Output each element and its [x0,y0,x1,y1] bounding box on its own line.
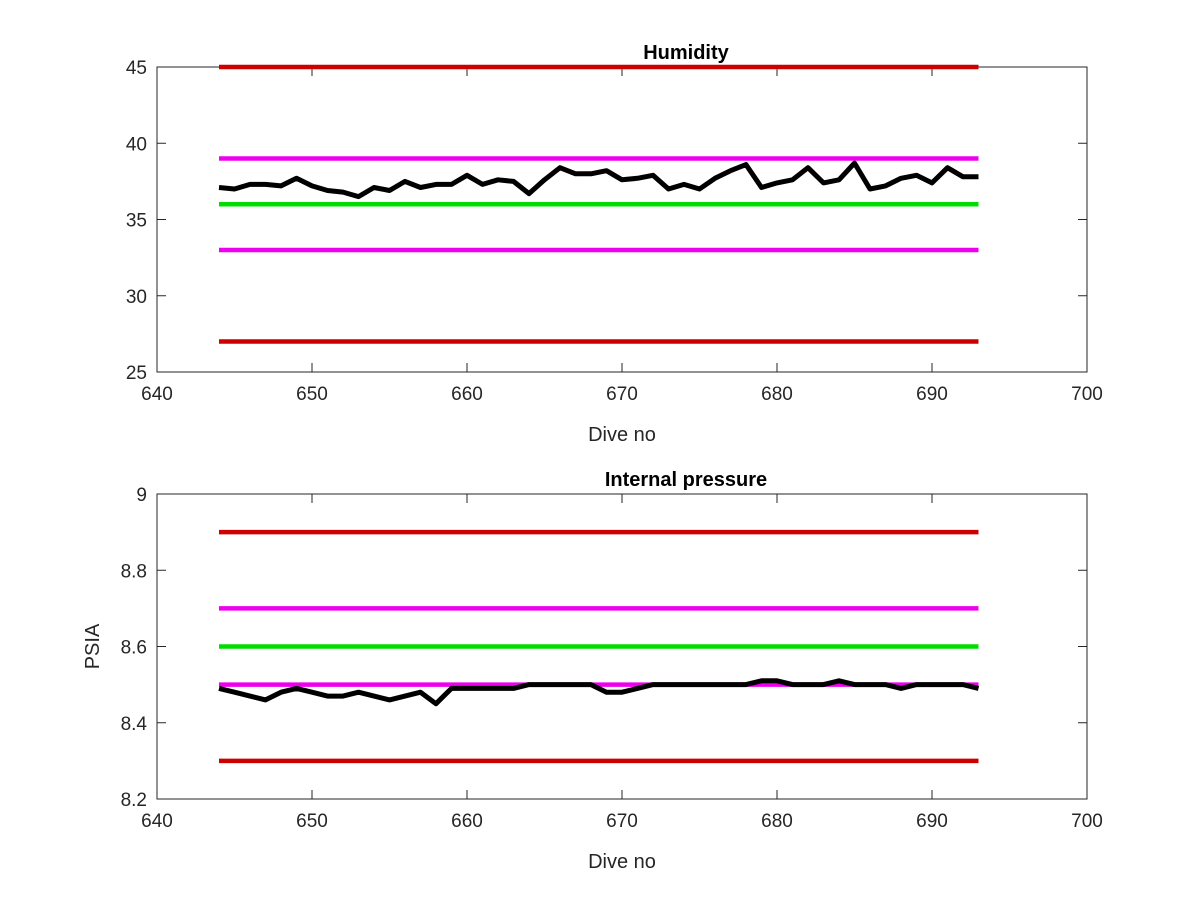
y-tick-label: 40 [126,134,147,155]
data-series-line [218,160,979,200]
internal-pressure-axes: 640 650 660 670 680 690 700 8.2 8.4 8.6 8.8 9 Intern… [82,469,1103,873]
x-axis-label: Dive no [588,851,656,873]
x-tick-label: 700 [1071,811,1103,832]
x-tick-label: 660 [451,811,483,832]
x-tick-label: 640 [141,384,173,405]
x-tick-label: 660 [451,384,483,405]
x-tick-label: 670 [606,384,638,405]
data-series-line [218,678,980,707]
y-tick-label: 25 [126,363,147,384]
y-tick-label: 8.6 [121,638,147,659]
x-tick-label: 680 [761,384,793,405]
x-tick-label: 650 [296,384,328,405]
y-tick-label: 35 [126,211,147,232]
humidity-axes: 640 650 660 670 680 690 700 25 30 35 40 45 Humidity D… [126,42,1103,446]
y-tick-label: 8.4 [121,714,148,735]
x-tick-label: 680 [761,811,793,832]
x-tick-label: 690 [916,811,948,832]
x-tick-label: 700 [1071,384,1103,405]
y-tick-label: 8.2 [121,790,147,811]
y-tick-label: 8.8 [121,561,147,582]
x-tick-label: 670 [606,811,638,832]
x-tick-label: 690 [916,384,948,405]
x-tick-label: 650 [296,811,328,832]
y-axis-label: PSIA [82,623,104,669]
chart-title: Humidity [643,42,729,64]
y-tick-label: 9 [136,485,147,506]
chart-title: Internal pressure [605,469,767,491]
y-tick-label: 45 [126,58,147,79]
y-tick-label: 30 [126,287,147,308]
x-axis-label: Dive no [588,424,656,446]
x-tick-label: 640 [141,811,173,832]
plot-area [156,66,1088,373]
